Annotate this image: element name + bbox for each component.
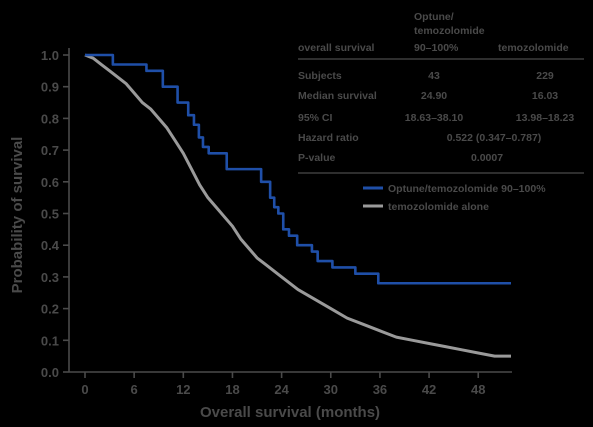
- y-tick-label: 1.0: [41, 48, 59, 63]
- x-tick-label: 18: [225, 382, 239, 397]
- y-tick-label: 0.5: [41, 207, 59, 222]
- x-tick-label: 12: [176, 382, 190, 397]
- row-hazard-value: 0.522 (0.347–0.787): [447, 132, 542, 144]
- y-tick-label: 0.7: [41, 143, 59, 158]
- y-axis-label: Probability of survival: [9, 137, 26, 294]
- y-tick-label: 0.6: [41, 175, 59, 190]
- x-tick-label: 42: [422, 382, 436, 397]
- x-tick-label: 6: [131, 382, 138, 397]
- legend-label-temozolomide: temozolomide alone: [388, 201, 489, 213]
- x-tick-label: 30: [324, 382, 338, 397]
- row-median-label: Median survival: [298, 90, 377, 102]
- row-hazard-label: Hazard ratio: [298, 132, 359, 144]
- series-line-temozolomide: [84, 53, 511, 358]
- table-header-col1-line1: Optune/: [414, 11, 454, 23]
- legend-label-optune: Optune/temozolomide 90–100%: [388, 183, 546, 195]
- row-median-v2: 16.03: [532, 90, 558, 102]
- x-tick-label: 24: [274, 382, 289, 397]
- y-tick-label: 0.2: [41, 302, 59, 317]
- row-pvalue-label: P-value: [298, 152, 336, 164]
- table-header-col1-line2: temozolomide: [414, 25, 485, 37]
- x-tick-label: 36: [373, 382, 387, 397]
- legend: Optune/temozolomide 90–100% temozolomide…: [363, 183, 546, 213]
- table-header-col2: temozolomide: [498, 42, 569, 54]
- x-axis-ticks: 0 6 12 18 24 30 36 42 48: [81, 372, 485, 397]
- table-header-label: overall survival: [298, 42, 375, 54]
- y-tick-label: 0.4: [41, 238, 60, 253]
- x-tick-label: 48: [471, 382, 485, 397]
- row-ci-v2: 13.98–18.23: [516, 112, 575, 124]
- row-median-v1: 24.90: [421, 90, 447, 102]
- series-line-optune: [85, 53, 511, 285]
- y-tick-label: 0.9: [41, 80, 59, 95]
- stats-table: Optune/ temozolomide overall survival 90…: [298, 11, 584, 174]
- y-tick-label: 0.8: [41, 111, 59, 126]
- table-header-col1-line3: 90–100%: [414, 42, 459, 54]
- row-ci-label: 95% CI: [298, 112, 333, 124]
- x-tick-label: 0: [81, 382, 88, 397]
- y-axis-ticks: 0.0 0.1 0.2 0.3 0.4 0.5 0.6 0.7 0.8 0.9 1.0: [41, 48, 69, 380]
- y-tick-label: 0.1: [41, 333, 59, 348]
- series-layer: [84, 53, 511, 358]
- row-subjects-label: Subjects: [298, 70, 342, 82]
- row-pvalue-value: 0.0007: [471, 152, 503, 164]
- row-subjects-v1: 43: [428, 70, 440, 82]
- row-subjects-v2: 229: [536, 70, 554, 82]
- x-axis-label: Overall survival (months): [200, 404, 380, 421]
- row-ci-v1: 18.63–38.10: [405, 112, 464, 124]
- y-tick-label: 0.0: [41, 365, 59, 380]
- y-tick-label: 0.3: [41, 270, 59, 285]
